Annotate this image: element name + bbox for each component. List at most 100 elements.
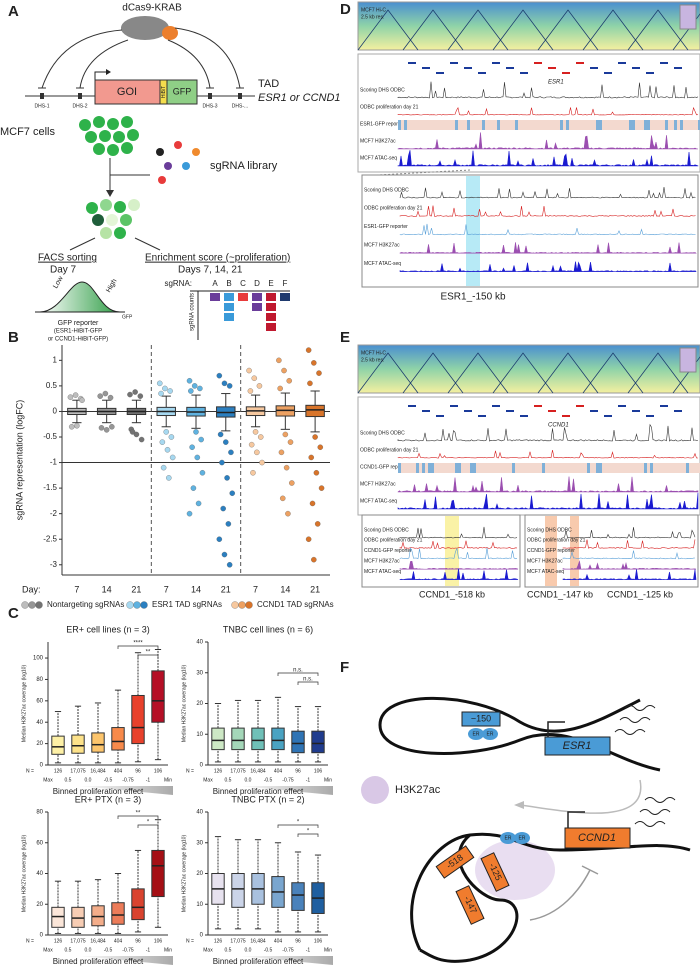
- er-icon: [514, 832, 530, 844]
- reporter-cell: [551, 120, 554, 130]
- x-prefix: Day:: [22, 584, 41, 594]
- gene-model: [632, 410, 640, 412]
- outlier: [282, 431, 289, 438]
- reporter-cell: [446, 120, 449, 130]
- y-tick-label: 10: [196, 732, 203, 738]
- count-block: [252, 303, 262, 311]
- panel-label: D: [340, 1, 351, 18]
- promoter-arrow: [106, 69, 111, 75]
- sgrna-letter: D: [254, 279, 260, 288]
- hic-domain: [672, 356, 700, 394]
- label: ER: [487, 731, 494, 737]
- outlier: [133, 431, 140, 438]
- reporter-cell: [446, 463, 449, 473]
- label: ER: [505, 835, 512, 841]
- box: [71, 734, 85, 754]
- reporter-cell: [470, 463, 473, 473]
- outlier: [197, 385, 203, 392]
- significance-bracket: [117, 815, 159, 819]
- reporter-cell: [419, 463, 422, 473]
- reporter-cell: [479, 463, 482, 473]
- gene-model: [660, 405, 668, 407]
- panel-a: dCas9-KRAB DHS-1 DHS-2 DHS-3 DHS-... GOI…: [0, 3, 341, 343]
- reporter-cell: [515, 463, 518, 473]
- x-axis-label: Binned proliferation effect: [213, 957, 304, 966]
- reporter-cell: [407, 463, 410, 473]
- enhancer-box: [480, 852, 510, 892]
- repression-arrows: [38, 27, 244, 89]
- gene-model: [422, 410, 430, 412]
- reporter-cell: [605, 120, 608, 130]
- bin-label: -0.5: [104, 947, 113, 953]
- outlier: [194, 454, 201, 461]
- reporter-cell: [617, 120, 620, 130]
- hic-legend: [679, 4, 697, 30]
- outlier: [247, 388, 254, 394]
- count-block: [266, 303, 276, 311]
- track-label: MCF7 ATAC-seq: [360, 155, 397, 161]
- reporter-cell: [653, 463, 656, 473]
- reporter-cell: [569, 463, 572, 473]
- outlier: [248, 441, 255, 448]
- outlier: [285, 510, 291, 517]
- track-label: Scoring DHS ODBC: [527, 527, 572, 533]
- signal-track: [399, 547, 518, 560]
- reporter-cell: [449, 120, 452, 130]
- bin-label: -0.5: [264, 947, 273, 953]
- gene-model: [548, 67, 556, 69]
- gene-model: [478, 415, 486, 417]
- y-tick-label: 100: [33, 656, 44, 662]
- reporter-cell: [515, 120, 518, 130]
- sgrna-letter: F: [283, 279, 288, 288]
- legend-swatch: [231, 601, 239, 609]
- reporter-cell: [596, 120, 599, 130]
- y-axis-label: Median H3K27ac coverage (log10): [181, 665, 187, 743]
- reporter-cell: [509, 120, 512, 130]
- hic-label: 2.5 kb res.: [361, 357, 384, 363]
- reporter-cell: [443, 120, 446, 130]
- reporter-cell: [698, 463, 700, 473]
- outlier: [314, 521, 321, 527]
- reporter-cell: [398, 120, 401, 130]
- reporter-cell: [494, 463, 497, 473]
- significance-bracket: [277, 672, 319, 676]
- gene-model: [618, 62, 626, 64]
- box: [231, 873, 245, 908]
- gene-model: [422, 67, 430, 69]
- label: Low: [52, 274, 65, 289]
- outlier: [164, 447, 171, 453]
- reporter-cell: [641, 120, 644, 130]
- outlier: [107, 394, 114, 401]
- outlier: [305, 536, 312, 542]
- bin-label: Min: [324, 777, 332, 783]
- significance-bracket: [297, 681, 319, 685]
- box: [211, 727, 225, 751]
- outlier: [312, 434, 318, 440]
- n-label: N =: [26, 768, 34, 774]
- y-tick-label: 20: [36, 902, 43, 908]
- outlier: [286, 378, 292, 384]
- outlier: [166, 475, 172, 481]
- outlier: [221, 380, 228, 387]
- outlier: [224, 475, 230, 481]
- legend-swatch: [126, 601, 134, 609]
- outlier: [159, 439, 166, 445]
- bin-label: -1: [306, 947, 311, 953]
- outlier: [188, 388, 194, 394]
- x-tick-label: 7: [253, 584, 258, 594]
- signal-track: [399, 223, 696, 236]
- reporter-cell: [620, 120, 623, 130]
- outlier: [228, 449, 234, 456]
- reporter-cell: [674, 463, 677, 473]
- reporter-cell: [416, 463, 419, 473]
- reporter-cell: [593, 463, 596, 473]
- reporter-cell: [491, 120, 494, 130]
- reporter-cell: [578, 463, 581, 473]
- reporter-cell: [464, 120, 467, 130]
- arrow: [106, 190, 114, 197]
- transcripts: [614, 705, 656, 735]
- count-label: 96: [295, 938, 301, 944]
- reporter-cell: [647, 120, 650, 130]
- legend-swatch: [28, 601, 36, 609]
- reporter-cell: [539, 120, 542, 130]
